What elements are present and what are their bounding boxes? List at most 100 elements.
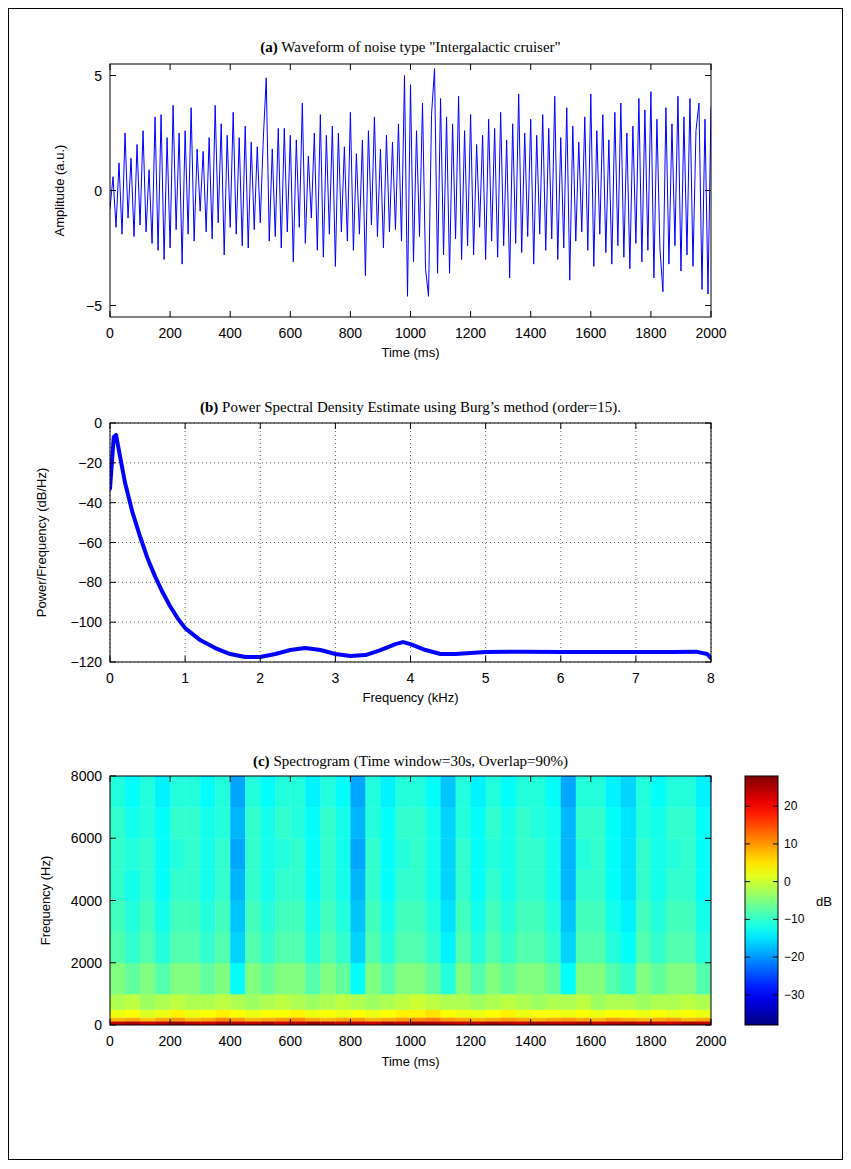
heatmap-cell <box>290 869 305 901</box>
x-tick <box>170 311 171 317</box>
heatmap-cell <box>365 994 380 1010</box>
y-tick <box>110 582 116 583</box>
heatmap-cell <box>320 932 335 964</box>
y-tick <box>110 622 116 623</box>
heatmap-cell <box>185 901 200 933</box>
heatmap-cell <box>426 838 441 870</box>
heatmap-cell <box>155 807 170 839</box>
heatmap-cell <box>260 932 275 964</box>
x-tick <box>485 656 486 662</box>
heatmap-cell <box>561 776 576 808</box>
y-tick <box>110 502 116 503</box>
heatmap-cell <box>245 1017 260 1021</box>
heatmap-cell <box>591 1017 606 1021</box>
heatmap-cell <box>561 932 576 964</box>
heatmap-cell <box>471 994 486 1010</box>
heatmap-cell <box>260 807 275 839</box>
heatmap-cell <box>636 1009 651 1017</box>
x-tick-top <box>335 423 336 429</box>
x-tick <box>260 656 261 662</box>
x-tick-top <box>410 776 411 782</box>
y-tick-label: 8000 <box>71 768 102 784</box>
x-tick-label: 0 <box>106 325 114 341</box>
heatmap-cell <box>666 1017 681 1021</box>
heatmap-cell <box>275 994 290 1010</box>
heatmap-cell <box>516 1009 531 1017</box>
colorbar <box>745 776 778 1025</box>
heatmap-cell <box>516 901 531 933</box>
heatmap-cell <box>290 963 305 995</box>
heatmap-cell <box>140 901 155 933</box>
heatmap-cell <box>456 994 471 1010</box>
x-tick-label: 400 <box>219 1033 243 1049</box>
x-tick-top <box>350 776 351 782</box>
heatmap-cell <box>320 994 335 1010</box>
heatmap-cell <box>155 869 170 901</box>
heatmap-cell <box>395 901 410 933</box>
heatmap-cell <box>636 994 651 1010</box>
heatmap-cell <box>140 1017 155 1021</box>
plot-background <box>110 776 711 1025</box>
heatmap-cell <box>365 901 380 933</box>
x-tick-label: 1200 <box>455 1033 486 1049</box>
heatmap-cell <box>531 869 546 901</box>
heatmap-cell <box>651 1009 666 1017</box>
heatmap-cell <box>170 869 185 901</box>
heatmap-cell <box>110 807 125 839</box>
heatmap-cell <box>636 932 651 964</box>
heatmap-cell <box>335 776 350 808</box>
heatmap-cell <box>471 869 486 901</box>
heatmap-cell <box>395 838 410 870</box>
heatmap-cell <box>591 901 606 933</box>
heatmap-cell <box>395 776 410 808</box>
heatmap-cell <box>621 838 636 870</box>
heatmap-cell <box>561 963 576 995</box>
heatmap-cell <box>576 1017 591 1021</box>
heatmap-cell <box>260 901 275 933</box>
heatmap-cell <box>486 1009 501 1017</box>
heatmap-cell <box>501 901 516 933</box>
heatmap-cell <box>170 1009 185 1017</box>
y-tick-right <box>705 962 711 963</box>
heatmap-cell <box>275 869 290 901</box>
x-tick <box>530 1019 531 1025</box>
heatmap-cell <box>170 1017 185 1021</box>
heatmap-cell <box>471 838 486 870</box>
heatmap-cell <box>546 869 561 901</box>
heatmap-cell <box>531 776 546 808</box>
heatmap-cell <box>696 963 711 995</box>
heatmap-cell <box>696 1009 711 1017</box>
ticks: 012345678−120−100−80−60−40−200 <box>70 415 715 686</box>
heatmap-cell <box>621 963 636 995</box>
heatmap-cell <box>501 776 516 808</box>
heatmap-cell <box>441 932 456 964</box>
heatmap-cell <box>245 1021 260 1025</box>
x-tick-top <box>230 64 231 70</box>
heatmap-cell <box>546 776 561 808</box>
heatmap-cell <box>441 994 456 1010</box>
x-tick-label: 8 <box>707 670 715 686</box>
heatmap-cell <box>606 869 621 901</box>
y-tick <box>110 423 116 424</box>
heatmap-cell <box>516 776 531 808</box>
heatmap-cell <box>651 776 666 808</box>
y-tick-label: −40 <box>78 495 102 511</box>
heatmap-cell <box>110 1017 125 1021</box>
x-tick-top <box>260 423 261 429</box>
x-tick-label: 1000 <box>395 325 426 341</box>
heatmap-cell <box>426 807 441 839</box>
y-tick <box>110 962 116 963</box>
y-tick-right <box>705 305 711 306</box>
heatmap-cell <box>290 1017 305 1021</box>
y-tick <box>110 1025 116 1026</box>
heatmap-cell <box>426 1021 441 1025</box>
heatmap-cell <box>365 963 380 995</box>
heatmap-cell <box>546 1017 561 1021</box>
heatmap-cell <box>335 1021 350 1025</box>
heatmap-cell <box>411 838 426 870</box>
grid-line-x <box>560 423 561 662</box>
ticks: 0200400600800100012001400160018002000020… <box>71 768 727 1049</box>
heatmap-cell <box>666 901 681 933</box>
y-tick-label: 6000 <box>71 830 102 846</box>
heatmap-cell <box>636 807 651 839</box>
